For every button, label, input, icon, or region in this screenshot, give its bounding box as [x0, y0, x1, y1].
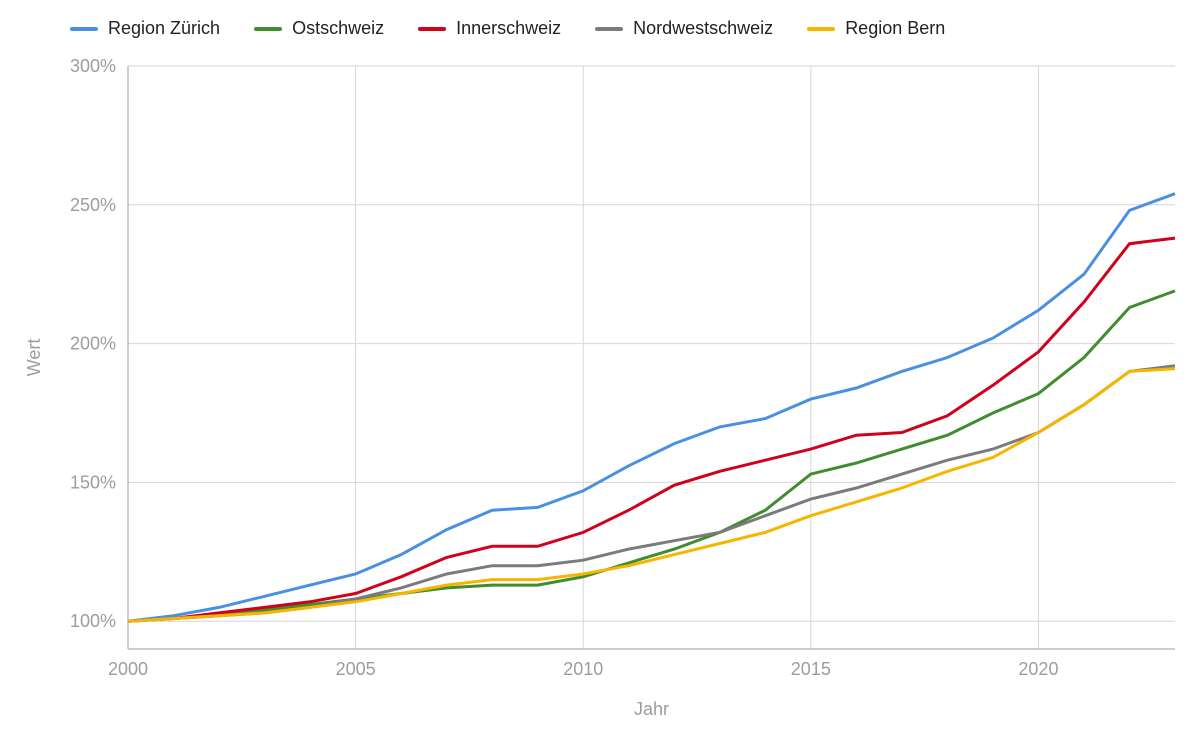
chart-svg: 2000 2005 2010 2015 2020 100% 150% 200% 250% 300…: [0, 0, 1200, 742]
y-tick-label: 100%: [70, 611, 116, 631]
x-tick-label: 2010: [563, 659, 603, 679]
legend-swatch: [595, 27, 623, 31]
legend-item: Ostschweiz: [254, 18, 384, 39]
y-axis: 100% 150% 200% 250% 300%: [70, 56, 116, 631]
series-line: [128, 238, 1175, 621]
y-tick-label: 300%: [70, 56, 116, 76]
x-tick-label: 2000: [108, 659, 148, 679]
legend-item: Innerschweiz: [418, 18, 561, 39]
legend-swatch: [70, 27, 98, 31]
legend-swatch: [418, 27, 446, 31]
chart-series: [128, 194, 1175, 622]
legend-swatch: [254, 27, 282, 31]
legend-label: Ostschweiz: [292, 18, 384, 39]
y-tick-label: 200%: [70, 334, 116, 354]
x-axis-label: Jahr: [634, 699, 669, 719]
legend-item: Region Zürich: [70, 18, 220, 39]
legend-item: Nordwestschweiz: [595, 18, 773, 39]
x-tick-label: 2005: [336, 659, 376, 679]
legend-label: Nordwestschweiz: [633, 18, 773, 39]
x-tick-label: 2015: [791, 659, 831, 679]
legend-item: Region Bern: [807, 18, 945, 39]
x-axis: 2000 2005 2010 2015 2020: [108, 659, 1058, 679]
x-tick-label: 2020: [1018, 659, 1058, 679]
legend: Region Zürich Ostschweiz Innerschweiz No…: [70, 18, 945, 39]
legend-label: Region Bern: [845, 18, 945, 39]
y-tick-label: 150%: [70, 472, 116, 492]
y-axis-label: Wert: [24, 339, 44, 377]
series-line: [128, 366, 1175, 621]
y-tick-label: 250%: [70, 195, 116, 215]
legend-swatch: [807, 27, 835, 31]
series-line: [128, 369, 1175, 622]
legend-label: Region Zürich: [108, 18, 220, 39]
legend-label: Innerschweiz: [456, 18, 561, 39]
line-chart: Region Zürich Ostschweiz Innerschweiz No…: [0, 0, 1200, 742]
